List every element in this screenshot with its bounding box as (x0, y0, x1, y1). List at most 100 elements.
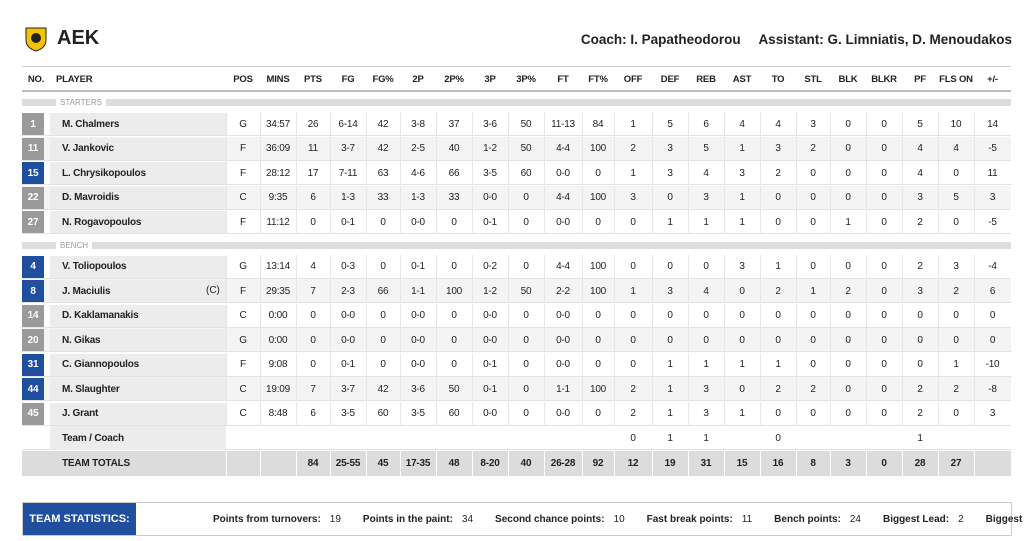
stat-cell: 1 (667, 432, 673, 444)
team-stat: Biggest Scoring Run:9 (986, 514, 1024, 525)
stat-cell: 1 (739, 192, 745, 203)
stat-cell: 0 (523, 261, 529, 272)
stat-cell: 0 (810, 408, 816, 419)
stat-cell: 0 (881, 285, 887, 297)
cell-divider (296, 303, 297, 328)
cell-divider (652, 112, 653, 136)
stat-cell: 0-1 (483, 383, 497, 395)
cell-divider (400, 328, 401, 352)
stat-cell: 0-0 (556, 334, 570, 346)
stat-cell: 1 (739, 143, 745, 154)
stat-cell: 0 (881, 143, 887, 154)
stat-cell: 6 (310, 408, 316, 419)
cell-divider (614, 279, 615, 303)
stat-cell: 0 (380, 334, 386, 346)
stat-cell: 0 (703, 310, 709, 321)
column-header: FG% (372, 73, 394, 85)
player-number: 1 (22, 113, 44, 135)
stat-cell: 84 (592, 118, 604, 130)
cell-divider (226, 328, 227, 352)
stat-cell: 1 (739, 408, 745, 419)
stat-cell: 0 (881, 192, 887, 203)
stat-cell: 28 (914, 458, 926, 469)
cell-divider (296, 161, 297, 185)
cell-divider (724, 377, 725, 401)
stat-cell: 0 (845, 167, 851, 179)
stat-cell: 1 (667, 216, 673, 228)
cell-divider (830, 161, 831, 185)
player-name: J. Grant (50, 402, 226, 425)
cell-divider (688, 185, 689, 210)
player-number: 27 (22, 211, 44, 233)
stat-cell: 0 (310, 359, 316, 370)
stat-cell: 0 (881, 359, 887, 370)
stat-cell: 3 (667, 285, 673, 297)
player-name: M. Chalmers (50, 113, 226, 135)
stat-cell: 4 (739, 118, 745, 130)
team-stat-value: 34 (461, 513, 474, 525)
cell-divider (366, 401, 367, 426)
cell-divider (330, 279, 331, 303)
cell-divider (296, 328, 297, 352)
cell-divider (436, 451, 437, 476)
cell-divider (472, 451, 473, 476)
cell-divider (544, 254, 545, 279)
cell-divider (400, 254, 401, 279)
cell-divider (688, 136, 689, 161)
cell-divider (472, 377, 473, 401)
cell-divider (508, 377, 509, 401)
cell-divider (652, 185, 653, 210)
cell-divider (830, 254, 831, 279)
stat-cell: 0-1 (341, 216, 355, 228)
cell-divider (582, 401, 583, 426)
cell-divider (472, 352, 473, 377)
cell-divider (400, 377, 401, 401)
stat-cell: 17 (307, 167, 319, 179)
stat-cell: 60 (448, 408, 460, 419)
stat-cell: 2-3 (341, 285, 355, 297)
stat-cell: 0 (667, 192, 673, 203)
stat-cell: 2 (775, 383, 781, 395)
stat-cell: 50 (520, 143, 532, 154)
cell-divider (330, 328, 331, 352)
cell-divider (544, 451, 545, 476)
cell-divider (330, 303, 331, 328)
cell-divider (688, 377, 689, 401)
stat-cell: 0 (739, 285, 745, 297)
cell-divider (544, 352, 545, 377)
stat-cell: 100 (589, 261, 607, 272)
stat-cell: 0 (881, 118, 887, 130)
cell-divider (902, 401, 903, 426)
cell-divider (796, 279, 797, 303)
stat-cell: 50 (520, 285, 532, 297)
stat-cell: 4-4 (556, 192, 570, 203)
cell-divider (760, 401, 761, 426)
cell-divider (472, 161, 473, 185)
cell-divider (508, 279, 509, 303)
stat-cell: 0 (595, 167, 601, 179)
stat-cell: 3-5 (483, 167, 497, 179)
cell-divider (508, 161, 509, 185)
cell-divider (796, 328, 797, 352)
team-stat: Bench points: 24 (774, 514, 861, 525)
stat-cell: 0 (703, 334, 709, 346)
stat-cell: 3 (810, 118, 816, 130)
stat-cell: 0 (523, 359, 529, 370)
stat-cell: 0 (810, 167, 816, 179)
stat-cell: 42 (377, 383, 389, 395)
stat-cell: 3-6 (411, 383, 425, 395)
stat-cell: 0 (380, 359, 386, 370)
stat-cell: 3 (703, 383, 709, 395)
cell-divider (652, 377, 653, 401)
cell-divider (724, 185, 725, 210)
team-coach-label: Team / Coach (50, 426, 226, 450)
player-number: 15 (22, 162, 44, 184)
cell-divider (296, 401, 297, 426)
cell-divider (760, 352, 761, 377)
stat-cell: 2 (775, 285, 781, 297)
stat-cell: 34:57 (265, 118, 291, 130)
stat-cell: 4 (310, 261, 316, 272)
stat-cell: 26 (307, 118, 319, 130)
cell-divider (226, 112, 227, 136)
stat-cell: 29:35 (265, 285, 291, 297)
